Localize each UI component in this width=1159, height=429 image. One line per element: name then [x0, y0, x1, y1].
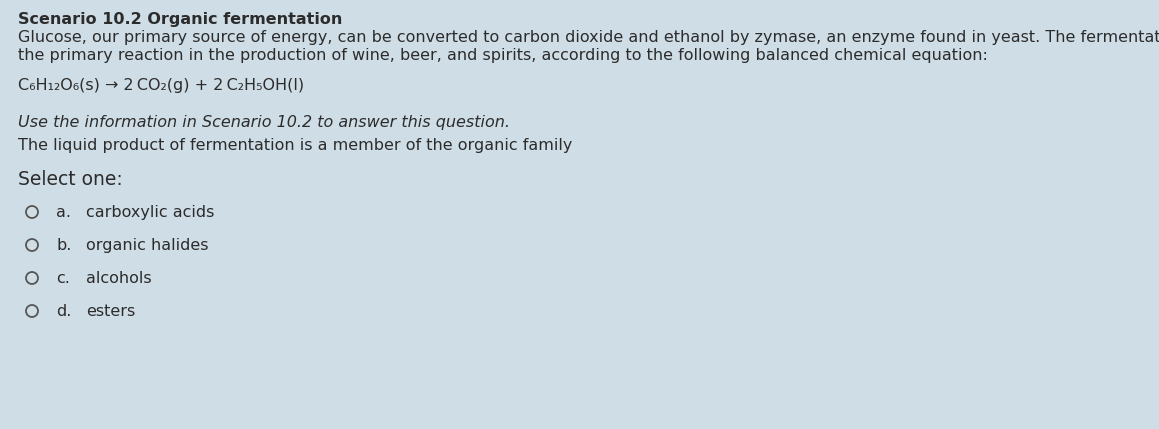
Text: C₆H₁₂O₆(s) → 2 CO₂(g) + 2 C₂H₅OH(l): C₆H₁₂O₆(s) → 2 CO₂(g) + 2 C₂H₅OH(l)	[19, 78, 304, 93]
Text: b.: b.	[56, 238, 72, 253]
Text: Glucose, our primary source of energy, can be converted to carbon dioxide and et: Glucose, our primary source of energy, c…	[19, 30, 1159, 45]
Text: c.: c.	[56, 271, 70, 286]
Text: Scenario 10.2 Organic fermentation: Scenario 10.2 Organic fermentation	[19, 12, 342, 27]
Text: The liquid product of fermentation is a member of the organic family: The liquid product of fermentation is a …	[19, 138, 573, 153]
Text: esters: esters	[86, 304, 136, 319]
Text: a.: a.	[56, 205, 71, 220]
Text: d.: d.	[56, 304, 72, 319]
Text: carboxylic acids: carboxylic acids	[86, 205, 214, 220]
Text: organic halides: organic halides	[86, 238, 209, 253]
Text: the primary reaction in the production of wine, beer, and spirits, according to : the primary reaction in the production o…	[19, 48, 987, 63]
Text: Use the information in Scenario 10.2 to answer this question.: Use the information in Scenario 10.2 to …	[19, 115, 510, 130]
Text: Select one:: Select one:	[19, 170, 123, 189]
Text: alcohols: alcohols	[86, 271, 152, 286]
